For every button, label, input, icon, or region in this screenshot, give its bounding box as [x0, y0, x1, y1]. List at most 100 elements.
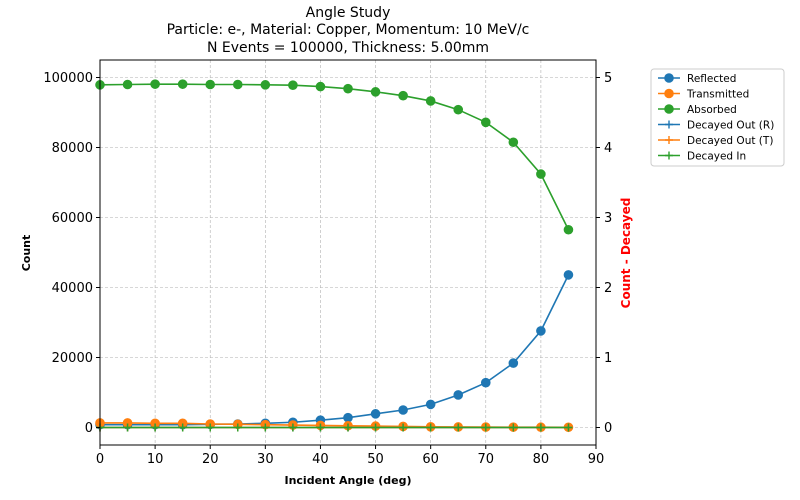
data-point — [453, 390, 464, 400]
x-tick-label: 10 — [147, 452, 164, 467]
data-point — [398, 90, 408, 101]
legend-marker — [665, 151, 673, 160]
data-point — [261, 423, 270, 432]
y2-tick-label: 4 — [604, 141, 612, 156]
legend-label: Decayed Out (R) — [687, 119, 774, 131]
data-point — [536, 423, 545, 432]
y-axis-label: Count — [20, 235, 33, 272]
data-point — [123, 423, 132, 432]
chart-subtitle-particle: Particle: e-, Material: Copper, Momentum… — [167, 22, 530, 38]
data-point — [177, 79, 188, 89]
y2-tick-label: 1 — [604, 351, 612, 366]
data-point — [508, 137, 519, 148]
legend-marker — [664, 88, 674, 99]
data-point — [150, 79, 160, 89]
data-point — [508, 358, 519, 368]
data-point — [563, 224, 574, 235]
series-line — [100, 274, 570, 426]
data-point — [399, 423, 408, 432]
data-point — [122, 79, 133, 90]
y-tick-label: 0 — [85, 421, 93, 436]
legend: Reflected Transmitted Absorbed Decayed Out … — [650, 68, 785, 167]
data-point — [425, 96, 436, 106]
data-point — [454, 423, 463, 432]
data-point — [260, 80, 271, 90]
data-point — [316, 423, 325, 432]
data-point — [206, 423, 215, 432]
data-point — [536, 169, 546, 179]
x-tick-label: 0 — [96, 452, 104, 467]
y2-axis-label: Count - Decayed — [619, 198, 633, 309]
data-point — [509, 423, 518, 432]
data-point — [480, 117, 491, 128]
legend-entry: Reflected — [658, 73, 736, 85]
legend-label: Reflected — [687, 73, 736, 85]
x-tick-label: 50 — [367, 452, 384, 467]
y-tick-label: 40000 — [52, 281, 93, 296]
data-point — [370, 87, 381, 97]
y2-tick-label: 3 — [604, 211, 612, 226]
legend-marker — [665, 136, 673, 144]
legend-box — [650, 68, 785, 167]
x-tick-label: 30 — [257, 452, 274, 467]
legend-entry: Decayed Out (T) — [658, 135, 773, 147]
y2-tick-label: 0 — [604, 421, 612, 436]
y-tick-label: 100000 — [43, 71, 93, 86]
legend-entry: Transmitted — [658, 88, 749, 100]
legend-label: Decayed In — [687, 150, 746, 162]
data-point — [425, 399, 436, 410]
x-tick-label: 80 — [533, 452, 550, 467]
data-point — [371, 423, 380, 432]
y2-tick-label: 5 — [604, 71, 612, 86]
y-tick-label: 20000 — [52, 351, 93, 366]
plot-frame — [99, 59, 597, 446]
data-point — [288, 423, 297, 432]
legend-entry: Decayed Out (R) — [658, 119, 774, 131]
chart-subtitle-events: N Events = 100000, Thickness: 5.00mm — [207, 40, 489, 56]
legend-marker — [664, 73, 674, 83]
legend-label: Decayed Out (T) — [687, 135, 773, 147]
series-reflected — [95, 270, 574, 430]
y-tick-label: 60000 — [52, 211, 93, 226]
chart-title: Angle Study — [306, 5, 391, 21]
x-axis-label: Incident Angle (deg) — [284, 474, 411, 487]
data-point — [232, 79, 243, 90]
axis-ticks: 0 10 20 30 40 50 60 70 80 90020000400006000080000… — [43, 71, 612, 467]
legend-entry: Decayed In — [658, 150, 746, 162]
series-absorbed — [95, 79, 574, 235]
data-point — [426, 423, 435, 432]
data-point — [564, 423, 573, 432]
x-tick-label: 70 — [478, 452, 495, 467]
x-tick-label: 20 — [202, 452, 219, 467]
y2-tick-label: 2 — [604, 281, 612, 296]
data-point — [288, 80, 298, 90]
grid — [99, 60, 597, 445]
data-point — [563, 270, 574, 280]
x-tick-label: 60 — [422, 452, 439, 467]
data-point — [398, 405, 408, 415]
data-point — [178, 423, 187, 432]
data-point — [343, 412, 353, 423]
data-point — [315, 81, 326, 92]
legend-marker — [664, 104, 674, 114]
data-point — [343, 83, 353, 94]
data-point — [233, 423, 242, 432]
data-point — [151, 423, 160, 432]
y-tick-label: 80000 — [52, 141, 93, 156]
legend-marker — [665, 120, 673, 129]
data-point — [453, 104, 464, 115]
legend-label: Transmitted — [686, 88, 749, 100]
x-tick-label: 90 — [588, 452, 605, 467]
series-line — [99, 83, 570, 231]
x-tick-label: 40 — [312, 452, 329, 467]
data-point — [370, 409, 381, 419]
data-point — [344, 423, 352, 432]
data-point — [536, 326, 546, 336]
data-point — [480, 377, 491, 388]
data-point — [205, 79, 216, 90]
legend-label: Absorbed — [687, 104, 737, 116]
legend-entry: Absorbed — [658, 104, 737, 116]
plot-series — [95, 79, 574, 433]
data-point — [481, 423, 490, 432]
